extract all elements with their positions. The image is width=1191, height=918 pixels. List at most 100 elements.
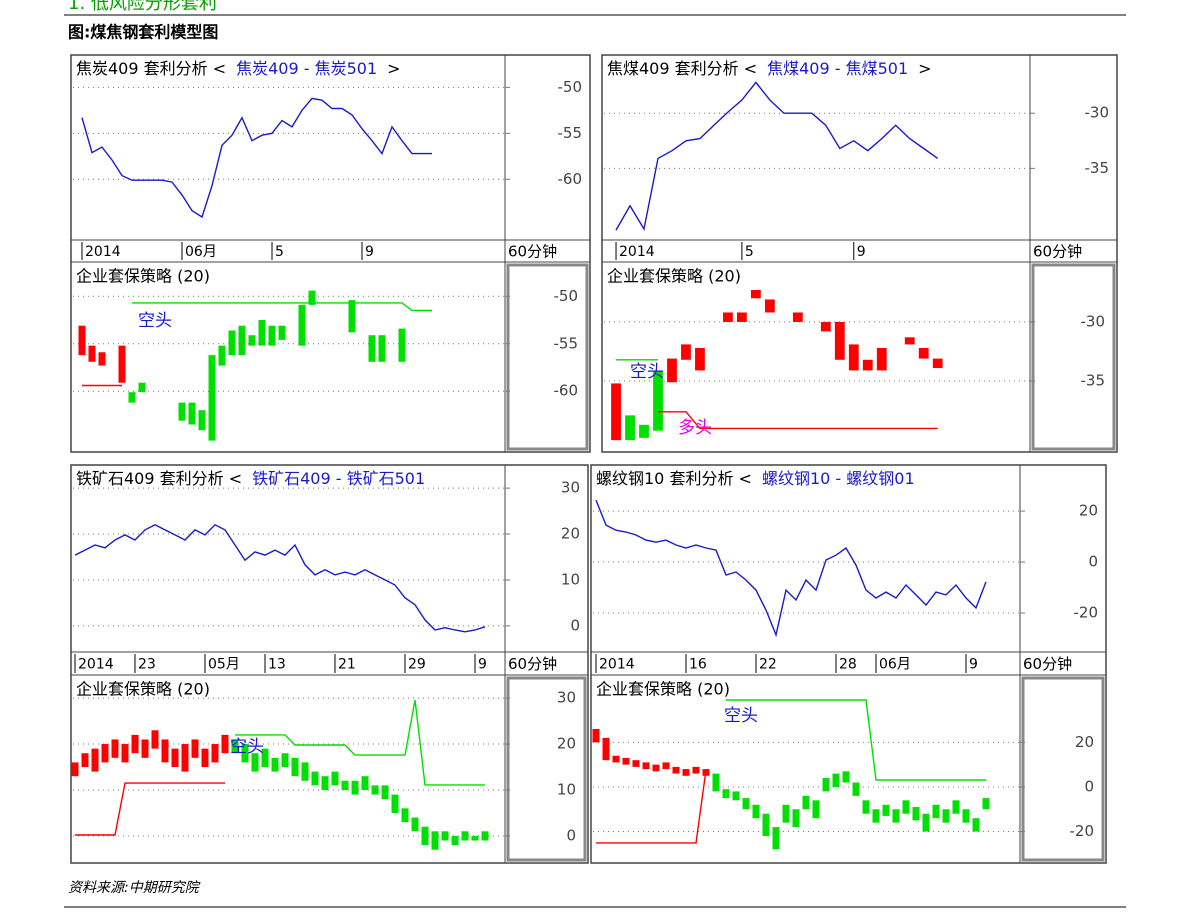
hedge-bar	[98, 352, 106, 366]
hedge-bar	[218, 345, 226, 366]
hedge-bar	[241, 744, 249, 763]
y-tick-label: 0	[570, 616, 580, 634]
panel-subtitle: 企业套保策略 (20)	[76, 680, 210, 699]
hedge-bar	[118, 345, 126, 383]
x-tick-label: 22	[759, 657, 777, 673]
hedge-bar	[712, 773, 720, 792]
hedge-bar	[982, 798, 990, 810]
title-text: 焦炭409 套利分析 <	[76, 59, 226, 78]
x-tick-label: 2014	[78, 657, 114, 673]
annotation: 空头	[630, 362, 664, 382]
panel-frame	[601, 54, 1118, 453]
spread-line	[595, 499, 987, 638]
hedge-bar	[421, 826, 429, 846]
hedge-bar	[141, 739, 149, 758]
hedge-bar	[932, 358, 943, 369]
x-tick-label: 23	[138, 657, 156, 673]
y-tick-label: 0	[566, 826, 576, 844]
y-tick-label: 20	[561, 525, 580, 543]
x-tick-label: 29	[408, 657, 426, 673]
hedge-bar	[732, 791, 740, 801]
axis-box	[1031, 263, 1116, 451]
hedge-bar	[632, 760, 640, 767]
y-tick-label: -55	[554, 334, 579, 352]
x-tick-label: 06月	[185, 244, 217, 260]
hedge-bar	[662, 762, 670, 770]
x-tick-label: 2014	[85, 244, 121, 260]
period-label: 60分钟	[1033, 243, 1082, 261]
y-tick-label: 20	[1075, 733, 1094, 751]
hedge-bar	[722, 789, 730, 799]
hedge-bar	[762, 813, 770, 837]
hedge-bar	[820, 321, 831, 332]
hedge-bar	[211, 744, 219, 763]
hedge-bar	[391, 794, 399, 813]
hedge-bar	[361, 776, 369, 790]
hedge-bar	[592, 728, 600, 743]
hedge-bar	[268, 325, 276, 346]
hedge-bar	[611, 383, 621, 441]
x-tick-label: 9	[857, 244, 866, 260]
hedge-bar	[121, 744, 129, 763]
hedge-bar	[88, 345, 96, 362]
hedge-bar	[876, 347, 887, 371]
hedge-bar	[91, 748, 99, 772]
axis-box	[506, 263, 589, 451]
annotation: 空头	[230, 737, 264, 757]
section-heading: 1. 低风险分形套利	[68, 0, 217, 14]
hedge-bar	[311, 771, 319, 786]
hedge-bar	[802, 795, 810, 810]
hedge-bar	[842, 771, 850, 783]
axis-box	[1021, 676, 1105, 862]
title-text: 铁矿石409 套利分析 <	[76, 469, 242, 488]
panel-subtitle: 企业套保策略 (20)	[607, 267, 741, 286]
hedge-bar	[652, 764, 660, 772]
y-tick-label: 20	[557, 735, 576, 753]
y-tick-label: -50	[558, 78, 583, 96]
hedge-bar	[381, 785, 389, 800]
hedge-bar	[792, 809, 800, 828]
hedge-bar	[737, 312, 747, 322]
y-tick-label: -35	[1085, 159, 1110, 177]
hedge-bar	[812, 800, 820, 819]
title-text: 螺纹钢10 套利分析 <	[596, 469, 752, 488]
title-end: >	[918, 59, 931, 78]
y-tick-label: -30	[1085, 104, 1110, 122]
x-tick-label: 16	[689, 657, 707, 673]
hedge-bar	[278, 325, 286, 340]
x-tick-label: 05月	[208, 657, 240, 673]
y-tick-label: -60	[554, 382, 579, 400]
x-tick-label: 5	[275, 244, 284, 260]
hedge-bar	[639, 424, 649, 438]
spread-line	[74, 523, 486, 633]
y-tick-label: 0	[1088, 553, 1098, 571]
period-label: 60分钟	[508, 243, 557, 261]
x-tick-label: 2014	[599, 657, 635, 673]
hedge-bar	[351, 780, 359, 795]
annotation: 空头	[724, 706, 758, 726]
hedge-bar	[111, 739, 119, 758]
stop-line	[596, 769, 707, 844]
hedge-bar	[832, 773, 840, 787]
stop-line	[75, 782, 225, 836]
hedge-bar	[81, 753, 89, 768]
hedge-bar	[822, 778, 830, 792]
hedge-bar	[308, 290, 316, 305]
spread-name: 焦煤409 - 焦煤501	[767, 59, 908, 78]
panel-subtitle: 企业套保策略 (20)	[596, 680, 730, 699]
hedge-bar	[682, 769, 690, 776]
hedge-bar	[622, 757, 630, 765]
panel-title: 螺纹钢10 套利分析 < 螺纹钢10 - 螺纹钢01	[596, 469, 915, 488]
hedge-bar	[221, 734, 229, 754]
period-label: 60分钟	[508, 655, 557, 673]
y-tick-label: -50	[554, 287, 579, 305]
hedge-bar	[201, 748, 209, 768]
hedge-bar	[912, 807, 920, 821]
y-tick-label: 0	[1084, 777, 1094, 795]
hedge-bar	[667, 358, 677, 383]
stop-line	[132, 302, 432, 312]
hedge-bar	[750, 290, 761, 299]
hedge-bar	[228, 330, 236, 356]
x-tick-label: 06月	[879, 657, 911, 673]
